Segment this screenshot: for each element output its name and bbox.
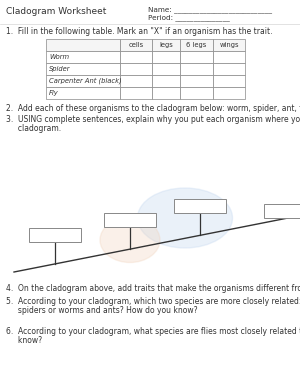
Text: legs: legs (159, 42, 173, 48)
Bar (104, 213, 156, 227)
Text: Spider: Spider (49, 66, 70, 72)
Bar (120, 51, 152, 63)
Bar (46, 51, 120, 63)
Bar (180, 63, 213, 75)
Text: Carpenter Ant (black): Carpenter Ant (black) (49, 78, 122, 84)
Bar (180, 75, 213, 87)
Text: Name: ___________________________: Name: ___________________________ (148, 6, 272, 13)
Text: know?: know? (6, 336, 42, 345)
Text: spiders or worms and ants? How do you know?: spiders or worms and ants? How do you kn… (6, 306, 198, 315)
Text: cells: cells (128, 42, 144, 48)
Bar (152, 39, 180, 51)
Ellipse shape (100, 218, 160, 263)
Text: 2.  Add each of these organisms to the cladogram below: worm, spider, ant, fly: 2. Add each of these organisms to the cl… (6, 104, 300, 113)
Bar (264, 204, 300, 218)
Bar (120, 75, 152, 87)
Text: Fly: Fly (49, 90, 59, 96)
Bar (152, 63, 180, 75)
Bar (152, 51, 180, 63)
Text: 1.  Fill in the following table. Mark an "X" if an organism has the trait.: 1. Fill in the following table. Mark an … (6, 27, 272, 36)
Text: cladogram.: cladogram. (6, 124, 61, 133)
Bar (213, 39, 245, 51)
Bar (213, 87, 245, 99)
Bar (213, 51, 245, 63)
Text: 6 legs: 6 legs (186, 42, 207, 48)
Ellipse shape (137, 188, 232, 248)
Bar (152, 87, 180, 99)
Text: wings: wings (219, 42, 239, 48)
Bar (46, 39, 120, 51)
Bar (180, 51, 213, 63)
Bar (120, 87, 152, 99)
Text: 3.  USING complete sentences, explain why you put each organism where you did on: 3. USING complete sentences, explain why… (6, 115, 300, 124)
Text: Period: _______________: Period: _______________ (148, 14, 230, 21)
Bar (46, 75, 120, 87)
Bar (152, 75, 180, 87)
Text: Worm: Worm (49, 54, 69, 60)
Bar (29, 228, 81, 242)
Bar (120, 63, 152, 75)
Bar (46, 63, 120, 75)
Text: 4.  On the cladogram above, add traits that make the organisms different from ea: 4. On the cladogram above, add traits th… (6, 284, 300, 293)
Bar (180, 39, 213, 51)
Text: Cladogram Worksheet: Cladogram Worksheet (6, 7, 106, 16)
Bar (174, 199, 226, 213)
Bar (180, 87, 213, 99)
Text: 5.  According to your cladogram, which two species are more closely related: wor: 5. According to your cladogram, which tw… (6, 297, 300, 306)
Bar (46, 87, 120, 99)
Bar (120, 39, 152, 51)
Text: 6.  According to your cladogram, what species are flies most closely related to?: 6. According to your cladogram, what spe… (6, 327, 300, 336)
Bar (213, 63, 245, 75)
Bar (213, 75, 245, 87)
